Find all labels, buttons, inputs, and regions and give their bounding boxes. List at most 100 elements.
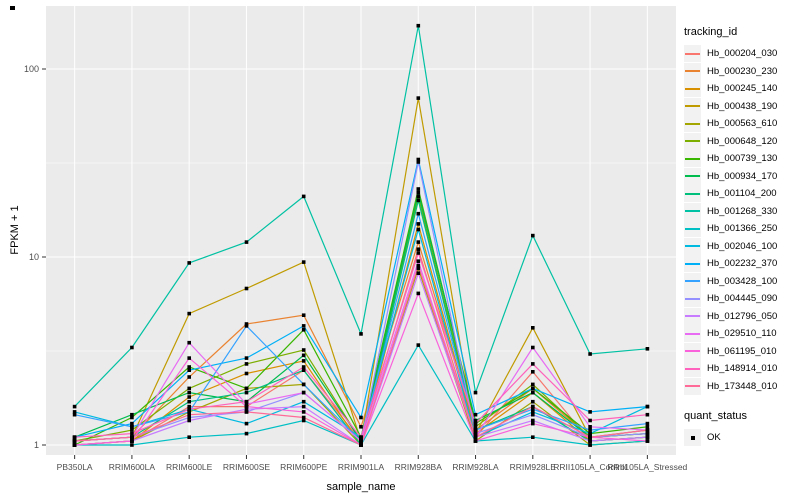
legend-key-box xyxy=(684,115,701,133)
data-point xyxy=(473,412,478,417)
legend-color-line-icon xyxy=(685,227,700,230)
legend-entry-label: Hb_001366_250 xyxy=(707,223,778,235)
x-axis-title: sample_name xyxy=(326,481,396,493)
y-axis-title: FPKM + 1 xyxy=(9,205,21,255)
legend-entry-label: Hb_000204_030 xyxy=(707,48,778,60)
data-point xyxy=(359,332,363,336)
data-point xyxy=(531,326,535,330)
data-point xyxy=(187,261,191,265)
legend-entry-label: Hb_002232_370 xyxy=(707,258,778,270)
legend-title-tracking-id: tracking_id xyxy=(684,26,738,38)
data-point xyxy=(244,324,249,328)
legend-entry: Hb_061195_010 xyxy=(684,342,798,361)
x-tick-label: RRIM600SE xyxy=(223,462,271,472)
stray-point xyxy=(10,6,15,10)
data-point xyxy=(588,435,592,439)
data-point xyxy=(244,421,249,426)
x-tick-label: RRII105LA_Control xyxy=(553,462,627,472)
data-point xyxy=(187,412,191,417)
data-point xyxy=(72,443,77,447)
data-point xyxy=(359,443,363,447)
data-point xyxy=(416,198,421,203)
legend-entry-label: Hb_000648_120 xyxy=(707,135,778,147)
data-point xyxy=(416,343,421,347)
data-point xyxy=(588,431,592,436)
legend-entry-label: Hb_173448_010 xyxy=(707,380,778,392)
data-point xyxy=(531,418,535,423)
data-point xyxy=(187,415,191,420)
data-point xyxy=(645,425,650,429)
data-point xyxy=(244,407,249,411)
data-point xyxy=(416,187,421,191)
data-point xyxy=(187,386,191,391)
legend-color-line-icon xyxy=(685,192,700,195)
data-point xyxy=(301,399,306,404)
legend-key-box xyxy=(684,167,701,185)
data-point xyxy=(187,435,191,439)
legend-entry: Hb_000563_610 xyxy=(684,115,798,133)
legend-key-box xyxy=(684,97,701,115)
legend-entry-label: Hb_000934_170 xyxy=(707,170,778,182)
legend-color-line-icon xyxy=(685,87,700,90)
data-point xyxy=(130,412,134,417)
data-point xyxy=(72,404,77,409)
legend-panel: tracking_id Hb_000204_030 Hb_000230_230 Hb… xyxy=(684,26,798,447)
legend-key-box xyxy=(684,62,701,80)
data-point xyxy=(588,439,592,443)
legend-entry: Hb_173448_010 xyxy=(684,377,798,396)
data-point xyxy=(645,347,650,351)
legend-entry-label: OK xyxy=(707,432,721,444)
data-point xyxy=(187,311,191,316)
legend-key-box xyxy=(684,307,701,325)
data-point xyxy=(244,240,249,244)
legend-color-line-icon xyxy=(685,245,700,248)
legend-entry-label: Hb_000739_130 xyxy=(707,153,778,165)
data-point xyxy=(645,435,650,439)
legend-key-box xyxy=(684,290,701,308)
data-point xyxy=(645,428,650,432)
data-point xyxy=(301,404,306,409)
data-point xyxy=(244,390,249,395)
data-point xyxy=(187,407,191,411)
data-point xyxy=(531,386,535,391)
data-point xyxy=(130,431,134,436)
legend-color-line-icon xyxy=(685,210,700,213)
data-point xyxy=(72,410,77,414)
data-point xyxy=(416,271,421,275)
legend-entry-label: Hb_001104_200 xyxy=(707,188,777,200)
data-point xyxy=(244,386,249,391)
data-point xyxy=(244,399,249,404)
data-point xyxy=(130,435,134,439)
x-tick-label: PB350LA xyxy=(57,462,93,472)
data-point xyxy=(416,211,421,216)
legend-key-box xyxy=(684,255,701,273)
data-point xyxy=(301,348,306,352)
data-point xyxy=(359,425,363,429)
data-point xyxy=(416,247,421,251)
legend-color-line-icon xyxy=(685,315,700,318)
data-point xyxy=(301,418,306,423)
legend-color-line-icon xyxy=(685,297,700,300)
data-point xyxy=(645,412,650,417)
data-point xyxy=(588,418,592,423)
legend-entry: Hb_000438_190 xyxy=(684,97,798,116)
data-point xyxy=(416,96,421,100)
data-point xyxy=(416,157,421,162)
data-point xyxy=(301,313,306,317)
legend-entry: Hb_002232_370 xyxy=(684,255,798,273)
data-point xyxy=(187,410,191,414)
data-point xyxy=(244,286,249,291)
data-point xyxy=(359,415,363,420)
data-point xyxy=(187,390,191,395)
legend-color-line-icon xyxy=(685,122,700,125)
data-point xyxy=(130,443,134,447)
legend-color-line-icon xyxy=(685,157,700,160)
legend-color-line-icon xyxy=(685,70,700,73)
data-point xyxy=(645,439,650,443)
legend-entry-label: Hb_000563_610 xyxy=(707,118,778,130)
data-point xyxy=(531,370,535,374)
data-point xyxy=(244,404,249,409)
legend-entry: Hb_000230_230 xyxy=(684,62,798,81)
legend-key-box xyxy=(684,45,701,63)
